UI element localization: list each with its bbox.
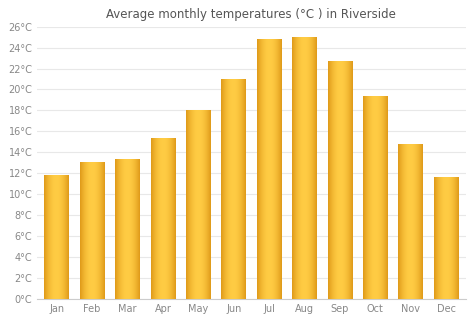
Title: Average monthly temperatures (°C ) in Riverside: Average monthly temperatures (°C ) in Ri… <box>107 8 396 21</box>
